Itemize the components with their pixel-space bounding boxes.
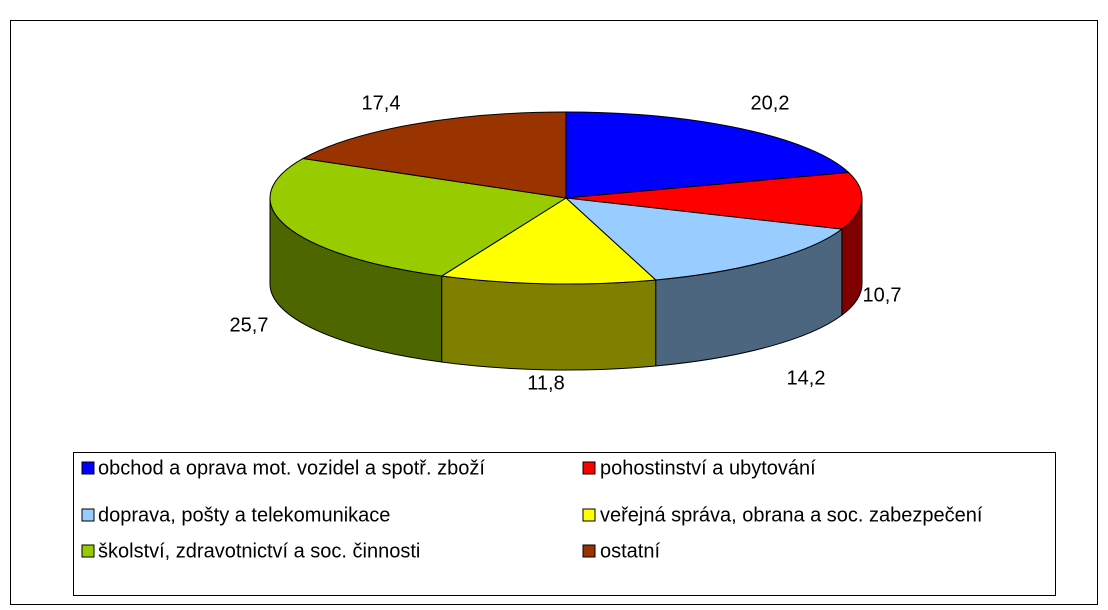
- pie-slice-side: [441, 275, 657, 371]
- data-label: 17,4: [362, 92, 401, 114]
- legend-label: pohostinství a ubytování: [600, 457, 816, 479]
- pie-slice: [564, 197, 844, 281]
- legend-box: [73, 452, 1056, 596]
- pie-slice: [440, 197, 657, 285]
- data-label: 10,7: [863, 284, 902, 306]
- data-label: 11,8: [527, 372, 564, 394]
- pie-slice: [565, 171, 863, 230]
- legend-swatch: [582, 508, 596, 522]
- legend-label: veřejná správa, obrana a soc. zabezpečen…: [600, 504, 983, 526]
- legend-label: obchod a oprava mot. vozidel a spotř. zb…: [98, 457, 485, 479]
- data-label: 25,7: [230, 314, 269, 336]
- data-label: 20,2: [751, 92, 790, 114]
- pie: [269, 111, 863, 371]
- legend-swatch: [582, 544, 596, 558]
- legend-swatch: [81, 461, 95, 475]
- data-label: 14,2: [787, 367, 826, 389]
- legend-swatch: [81, 508, 95, 522]
- legend-label: školství, zdravotnictví a soc. činnosti: [98, 540, 420, 562]
- pie-slice: [269, 157, 568, 277]
- legend-swatch: [582, 461, 596, 475]
- legend-label: ostatní: [600, 540, 660, 562]
- pie-slice: [565, 111, 850, 199]
- pie-slice: [301, 111, 567, 199]
- legend-swatch: [81, 544, 95, 558]
- legend-label: doprava, pošty a telekomunikace: [98, 504, 390, 526]
